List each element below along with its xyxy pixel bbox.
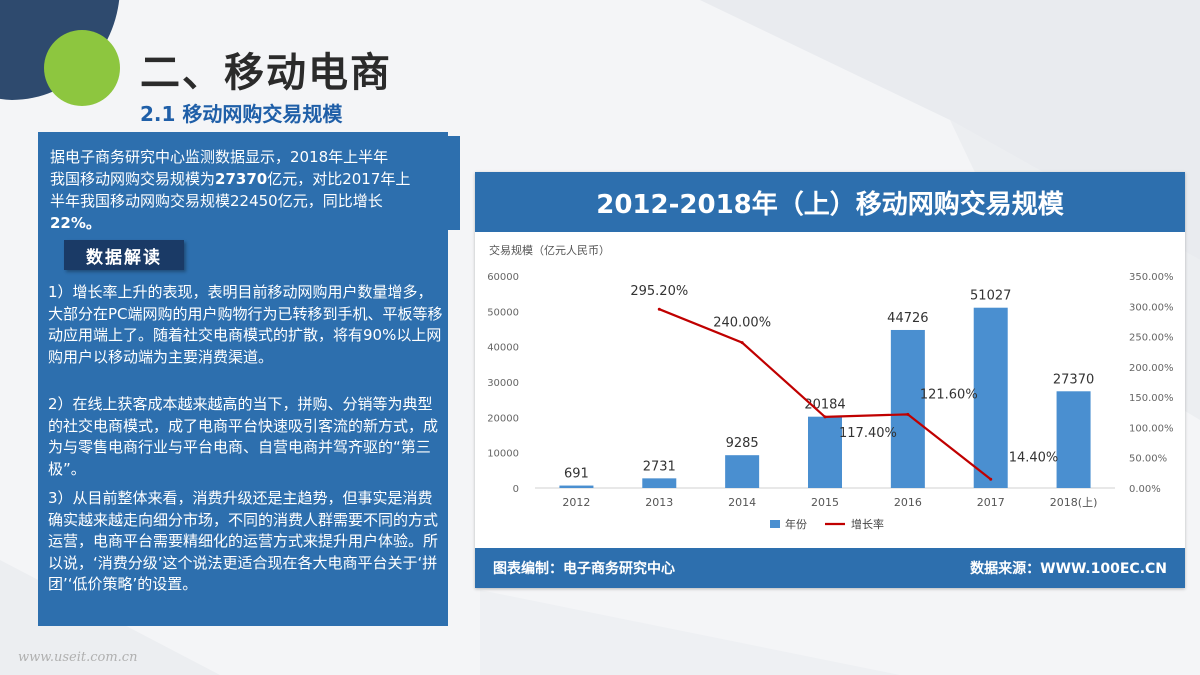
chart-footer: 图表编制：电子商务研究中心 数据来源：WWW.100EC.CN — [475, 548, 1185, 588]
x-tick-label: 2016 — [894, 496, 922, 509]
bar — [1056, 391, 1091, 488]
legend-bar-label: 年份 — [785, 517, 807, 531]
bar-value-label: 51027 — [970, 289, 1011, 304]
y-tick-label: 40000 — [487, 343, 519, 354]
growth-rate-label: 14.40% — [1009, 450, 1059, 465]
chart-compiler-label: 图表编制：电子商务研究中心 — [493, 561, 675, 577]
bar-value-label: 44726 — [887, 311, 928, 326]
intro-highlight-value: 27370 — [215, 170, 268, 188]
paragraph-3: 3）从目前整体来看，消费升级还是主趋势，但事实是消费确实越来越走向细分市场，不同… — [48, 489, 439, 593]
growth-rate-label: 240.00% — [713, 316, 771, 331]
intro-line-4: 22%。 — [50, 214, 101, 232]
bar-value-label: 9285 — [726, 436, 759, 451]
y2-tick-label: 150.00% — [1129, 393, 1174, 404]
bar — [973, 307, 1008, 488]
y-tick-label: 30000 — [487, 378, 519, 389]
intro-text-a: 我国移动网购交易规模为 — [50, 170, 216, 188]
y-tick-label: 60000 — [487, 272, 519, 283]
y2-tick-label: 100.00% — [1129, 423, 1174, 434]
bar — [725, 455, 760, 488]
growth-rate-point — [823, 415, 827, 419]
y2-tick-label: 300.00% — [1129, 302, 1174, 313]
x-tick-label: 2012 — [562, 496, 590, 509]
green-circle-decoration — [44, 30, 120, 106]
legend-line-label: 增长率 — [851, 517, 884, 531]
intro-line-2: 我国移动网购交易规模为27370亿元，对比2017年上 — [50, 168, 450, 190]
chart-header: 2012-2018年（上）移动网购交易规模 — [475, 172, 1185, 232]
y-tick-label: 20000 — [487, 413, 519, 424]
bar — [559, 485, 594, 488]
growth-rate-point — [989, 477, 993, 481]
bar — [890, 329, 925, 488]
x-tick-label: 2018(上) — [1050, 496, 1098, 509]
growth-rate-label: 295.20% — [630, 284, 688, 299]
x-tick-label: 2014 — [728, 496, 756, 509]
bar-value-label: 691 — [564, 467, 589, 482]
x-tick-label: 2017 — [977, 496, 1005, 509]
y-tick-label: 50000 — [487, 307, 519, 318]
growth-rate-point — [740, 341, 744, 345]
y-tick-label: 0 — [513, 484, 519, 495]
x-tick-label: 2013 — [645, 496, 673, 509]
chart-source-label: 数据来源：WWW.100EC.CN — [970, 561, 1167, 577]
x-tick-label: 2015 — [811, 496, 839, 509]
intro-box: 据电子商务研究中心监测数据显示，2018年上半年 我国移动网购交易规模为2737… — [40, 136, 460, 232]
y-tick-label: 10000 — [487, 449, 519, 460]
watermark: www.useit.com.cn — [18, 650, 138, 665]
chart-plot: 交易规模（亿元人民币） 0 10000 20000 30000 40000 50000 600… — [487, 243, 1174, 531]
intro-line-1: 据电子商务研究中心监测数据显示，2018年上半年 — [50, 148, 389, 166]
growth-rate-label: 121.60% — [920, 387, 978, 402]
y2-tick-label: 200.00% — [1129, 363, 1174, 374]
section-subtitle: 2.1 移动网购交易规模 — [140, 102, 343, 126]
paragraph-2: 2）在线上获客成本越来越高的当下，拼购、分销等为典型的社交电商模式，成了电商平台… — [48, 395, 439, 478]
page-title: 二、移动电商 — [140, 50, 392, 96]
intro-line-3: 半年我国移动网购交易规模22450亿元，同比增长 — [50, 192, 383, 210]
y2-tick-label: 50.00% — [1129, 454, 1167, 465]
bar — [808, 416, 842, 488]
bar — [642, 478, 677, 488]
y2-tick-label: 250.00% — [1129, 333, 1174, 344]
y2-tick-label: 0.00% — [1129, 484, 1161, 495]
legend-bar-swatch — [770, 520, 780, 528]
bar-value-label: 2731 — [643, 459, 676, 474]
paragraph-1: 1）增长率上升的表现，表明目前移动网购用户数量增多，大部分在PC端网购的用户购物… — [48, 283, 443, 366]
growth-rate-point — [906, 412, 910, 416]
data-interpretation-badge: 数据解读 — [64, 240, 184, 270]
y-axis-title: 交易规模（亿元人民币） — [489, 243, 610, 257]
chart-card: 2012-2018年（上）移动网购交易规模 交易规模（亿元人民币） 0 10000 2… — [475, 172, 1185, 588]
growth-rate-point — [657, 307, 661, 311]
intro-text-c: 亿元，对比2017年上 — [267, 170, 411, 188]
y2-tick-label: 350.00% — [1129, 272, 1174, 283]
growth-rate-label: 117.40% — [839, 426, 897, 441]
bar-value-label: 27370 — [1053, 372, 1094, 387]
